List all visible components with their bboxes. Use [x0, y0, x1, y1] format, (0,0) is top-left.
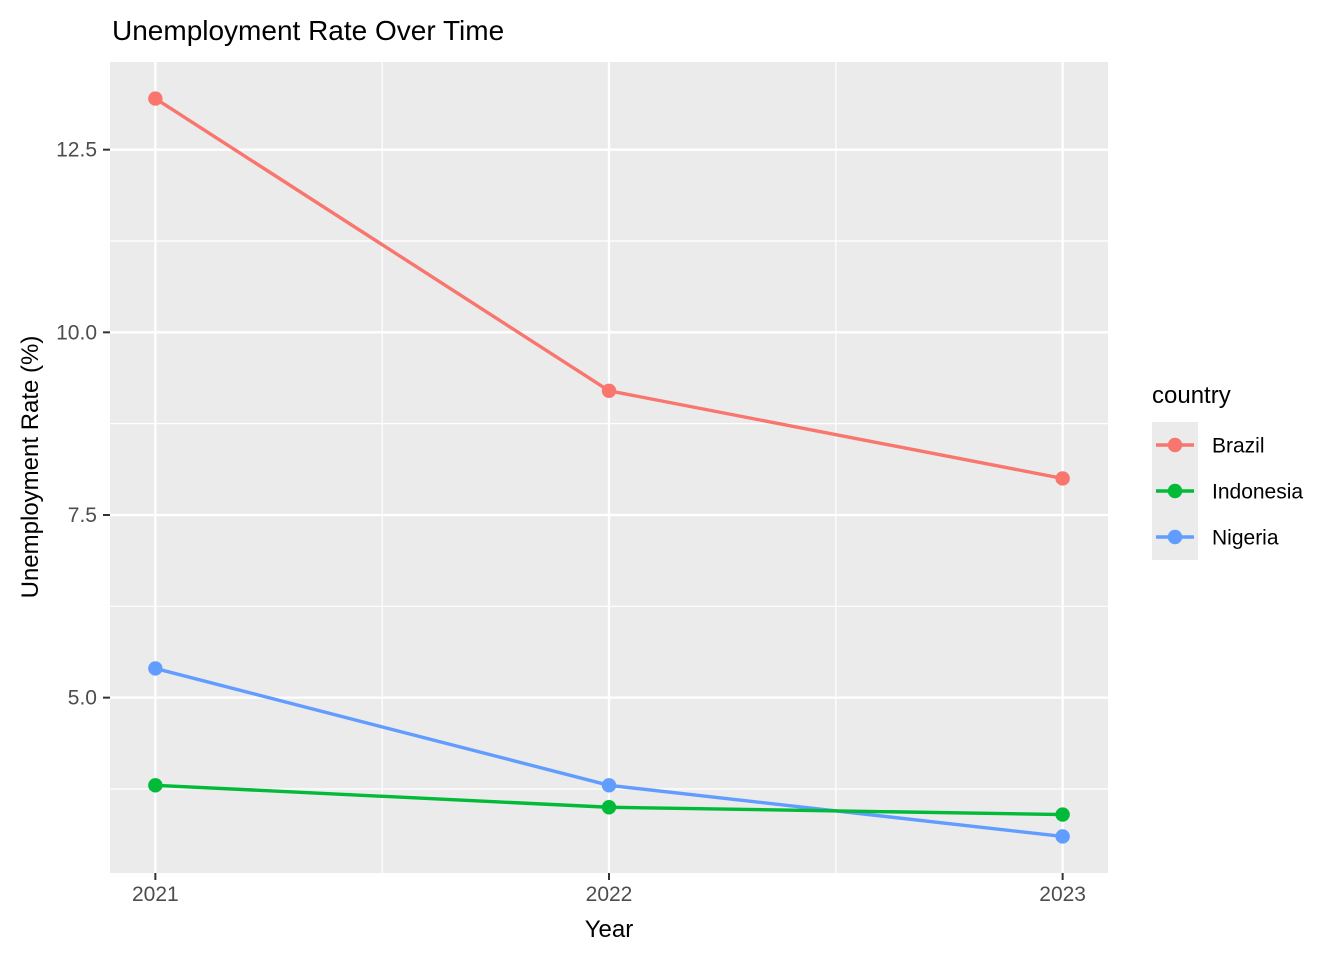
y-tick-label: 7.5	[68, 504, 97, 527]
x-tick-label: 2021	[132, 883, 179, 906]
legend-key-point-indonesia	[1167, 483, 1183, 499]
data-point-indonesia-2023	[1055, 807, 1070, 822]
data-point-nigeria-2022	[601, 778, 617, 793]
data-point-brazil-2021	[148, 91, 163, 106]
legend-label-indonesia: Indonesia	[1212, 481, 1303, 504]
x-axis-title: Year	[585, 916, 634, 943]
y-tick-label: 5.0	[68, 687, 97, 710]
chart-layers: 5.0 7.5 10.0 12.5 2021 2022 2023 Brazil Indonesi…	[56, 62, 1303, 906]
legend-title: country	[1152, 382, 1231, 409]
x-tick-label: 2022	[586, 883, 633, 906]
data-point-brazil-2023	[1055, 471, 1070, 486]
x-tick-label: 2023	[1039, 883, 1086, 906]
data-point-indonesia-2022	[601, 800, 617, 815]
y-tick-label: 12.5	[56, 139, 97, 162]
y-axis-title: Unemployment Rate (%)	[17, 336, 44, 599]
data-point-indonesia-2021	[148, 778, 163, 793]
legend-key-point-brazil	[1167, 437, 1183, 453]
legend-label-brazil: Brazil	[1212, 435, 1265, 458]
legend-label-nigeria: Nigeria	[1212, 527, 1279, 550]
y-tick-label: 10.0	[56, 321, 97, 344]
data-point-nigeria-2021	[148, 661, 163, 676]
chart-title: Unemployment Rate Over Time	[112, 15, 504, 46]
data-point-brazil-2022	[601, 383, 617, 398]
legend-key-point-nigeria	[1167, 529, 1183, 545]
data-point-nigeria-2023	[1055, 829, 1070, 844]
